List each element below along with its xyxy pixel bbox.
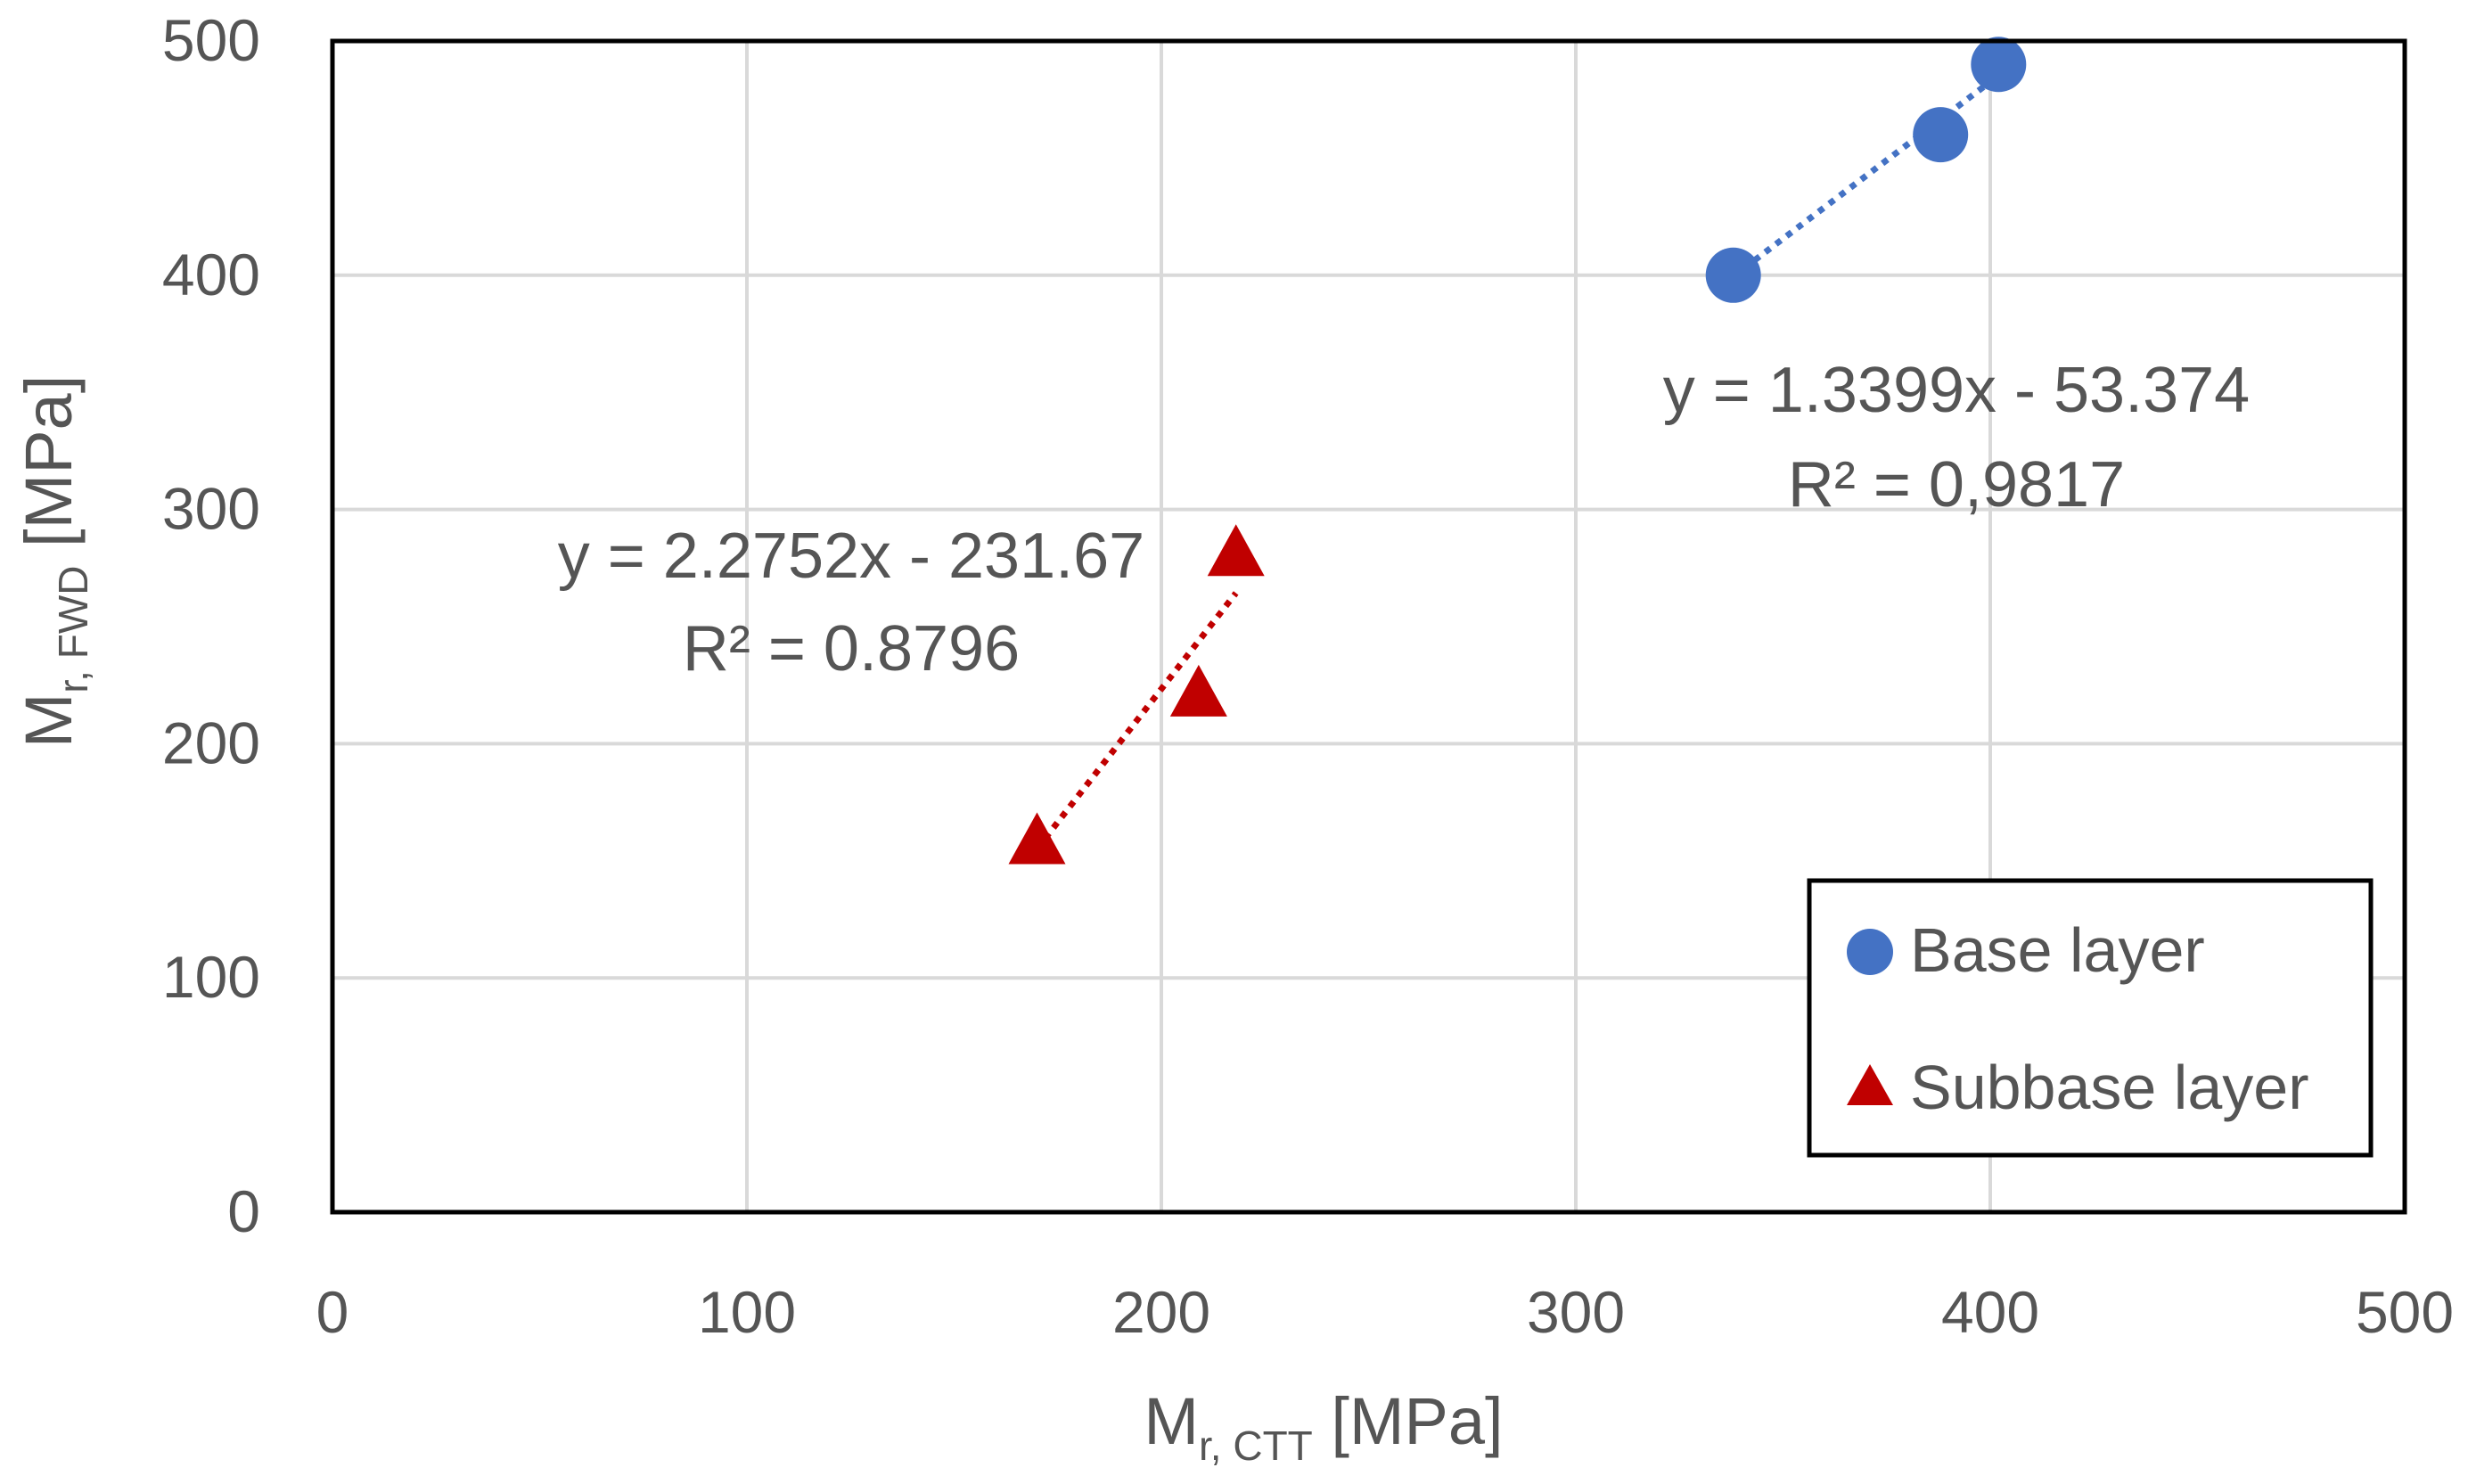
x-tick-label: 400: [1941, 1279, 2039, 1345]
y-tick-label: 0: [227, 1178, 260, 1244]
plot-area-border: [330, 38, 2407, 1215]
y-tick-label: 300: [162, 476, 260, 542]
x-tick-label: 100: [698, 1279, 796, 1345]
base-trendline: [1731, 72, 2001, 279]
base-trend-equation: y = 1.3399x - 53.374: [1663, 355, 2250, 426]
y-axis-title: Mr, FWD [MPa]: [12, 375, 96, 749]
data-points: [1008, 37, 2027, 865]
y-tick-label: 200: [162, 709, 260, 775]
base-layer-point: [1913, 107, 1969, 163]
y-tick-label: 100: [162, 944, 260, 1010]
base-layer-point: [1971, 37, 2027, 93]
base-layer-point: [1705, 247, 1761, 303]
y-tick-label: 500: [162, 7, 260, 73]
legend: Base layer Subbase layer: [1807, 878, 2374, 1158]
x-tick-label: 200: [1112, 1279, 1210, 1345]
x-tick-label: 0: [316, 1279, 349, 1345]
legend-base-label: Base layer: [1910, 915, 2205, 985]
subbase-trend-equation: y = 2.2752x - 231.67: [558, 521, 1144, 592]
x-tick-label: 300: [1527, 1279, 1625, 1345]
subbase-trendline: [1034, 591, 1239, 851]
trendlines: [1034, 72, 2001, 851]
legend-base-marker: [1847, 929, 1893, 975]
subbase-layer-point: [1008, 812, 1066, 865]
x-tick-label: 500: [2356, 1279, 2454, 1345]
subbase-trend-r2: R² = 0.8796: [683, 613, 1020, 685]
base-trend-r2: R² = 0,9817: [1788, 449, 2125, 521]
legend-subbase-label: Subbase layer: [1910, 1053, 2309, 1122]
legend-subbase-marker: [1847, 1064, 1893, 1105]
gridlines: [332, 41, 2405, 1212]
subbase-layer-point: [1169, 664, 1227, 717]
subbase-layer-point: [1207, 524, 1265, 577]
x-axis-title: Mr, CTT [MPa]: [1144, 1384, 1503, 1469]
legend-box: [1807, 878, 2374, 1158]
y-tick-label: 400: [162, 242, 260, 307]
tick-labels: 0 100 200 300 400 500 0 100 200 300 400 500: [162, 7, 2454, 1345]
